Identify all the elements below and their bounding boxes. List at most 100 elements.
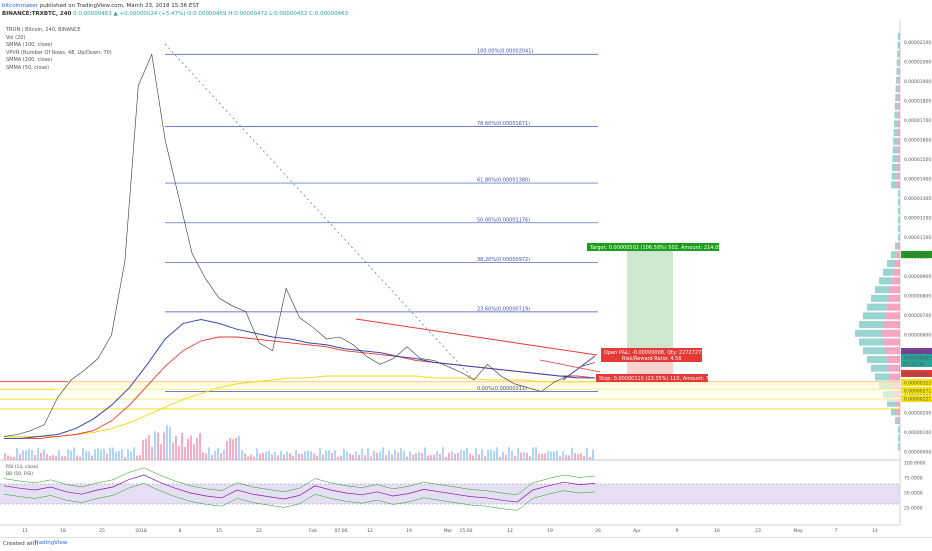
- tradingview-logo[interactable]: TradingView: [34, 540, 68, 546]
- vpvr-bar-up: [898, 434, 900, 442]
- volume-bar: [328, 450, 330, 460]
- fib-level-label: 0.00%(0.00000311): [477, 386, 527, 392]
- vpvr-bar-down: [885, 312, 900, 320]
- target-zone[interactable]: [627, 247, 673, 360]
- volume-bar: [88, 451, 90, 460]
- yellow-zone-lower: [55, 386, 900, 402]
- fib-level-label: 78.60%(0.00001671): [477, 121, 530, 127]
- legend-vol[interactable]: Vol (20): [6, 34, 26, 41]
- time-axis-tick: 19: [547, 528, 553, 534]
- rsi-axis-tick: 100.0000: [904, 461, 926, 467]
- bb-lower-line: [3, 483, 596, 511]
- volume-bar: [403, 450, 405, 460]
- time-axis-tick: 15:00: [460, 528, 473, 534]
- descending-trendline[interactable]: [355, 318, 598, 356]
- price-axis-tick: 0.00000700: [904, 313, 931, 319]
- vpvr-bar-up: [898, 425, 900, 433]
- vpvr-bar-down: [890, 286, 900, 294]
- price-axis-tick: 0.00000200: [904, 411, 931, 417]
- price-tag: 0.00000463: [904, 356, 931, 362]
- vpvr-bar-down: [898, 59, 900, 67]
- footer: Created with TradingView: [0, 537, 932, 551]
- vpvr-bar-down: [896, 155, 900, 163]
- volume-bar: [376, 452, 378, 460]
- vpvr-bar-down: [882, 329, 900, 337]
- chart-svg[interactable]: 100.00%(0.00002041) 78.60%(0.00001671) 61.…: [0, 0, 932, 537]
- legend-vpvr[interactable]: VPVR (Number Of Rows, 48, Up/Down, 70): [6, 49, 112, 56]
- stop-line[interactable]: [539, 359, 601, 373]
- volume-bar: [568, 455, 570, 460]
- volume-bar: [412, 454, 414, 460]
- volume-bar: [451, 451, 453, 460]
- vpvr-bar-down: [883, 321, 900, 329]
- vpvr-bar-up: [891, 408, 897, 416]
- legend-main[interactable]: TRON / Bitcoin, 240, BINANCE: [6, 27, 81, 33]
- vpvr-bar-down: [896, 172, 900, 180]
- stop-label-box[interactable]: [596, 374, 708, 382]
- volume-bar: [256, 448, 258, 460]
- volume-bar: [580, 453, 582, 460]
- volume-bar: [136, 455, 138, 460]
- volume-bar: [298, 454, 300, 460]
- vpvr-bar-down: [899, 425, 900, 433]
- vpvr-bar-down: [899, 225, 900, 233]
- smma200-line[interactable]: [4, 375, 595, 437]
- volume-bar: [487, 450, 489, 460]
- rsi-line[interactable]: [3, 474, 596, 503]
- volume-bar: [406, 456, 408, 460]
- volume-bar: [523, 451, 525, 460]
- volume-bar: [73, 447, 75, 460]
- fib-trend-line[interactable]: [164, 43, 476, 382]
- price-tag: 0.00000322: [904, 381, 931, 387]
- rsi-legend-bb[interactable]: BB (50, RSI): [6, 471, 33, 477]
- time-axis[interactable]: 11 18 25 2018 8 15 22 Feb 07:00 12 19 Mar 15:00 12 19 2…: [22, 528, 878, 534]
- fib-level-label: 61.80%(0.00001380): [477, 178, 530, 184]
- volume-bar: [538, 453, 540, 460]
- volume-bar: [460, 450, 462, 460]
- legend-smma50[interactable]: SMMA (50, close): [6, 64, 50, 71]
- smma50-line[interactable]: [4, 318, 595, 439]
- vpvr-bar-down: [899, 190, 900, 198]
- open-pl-label: Open P&L: -0.00000008, Qty: 22727272: [604, 350, 704, 356]
- price-tag: 0.00000361: [904, 372, 931, 378]
- price-axis-tick: 0.00001700: [904, 118, 931, 124]
- volume-bar: [556, 450, 558, 460]
- volume-bar: [178, 446, 180, 460]
- author-link[interactable]: bitcoinmaker: [2, 3, 38, 9]
- price-tag-box: [901, 370, 932, 377]
- volume-bar: [445, 456, 447, 460]
- volume-bar: [394, 449, 396, 460]
- vpvr-bar-up: [898, 216, 900, 224]
- rsi-legend-rsi[interactable]: RSI (14, close): [6, 464, 39, 470]
- target-label-box[interactable]: [587, 243, 719, 251]
- vpvr-bar-down: [899, 41, 900, 49]
- legend-smma200[interactable]: SMMA (200, close): [6, 57, 53, 63]
- vpvr-bar-down: [899, 207, 900, 215]
- vpvr-bar-down: [888, 294, 900, 302]
- time-axis-tick: 12: [507, 528, 513, 534]
- volume-bar: [208, 447, 210, 460]
- volume-bar: [40, 452, 42, 460]
- open-pl-box[interactable]: [601, 348, 702, 362]
- volume-bar: [361, 448, 363, 460]
- volume-bar: [4, 453, 6, 460]
- volume-bar: [442, 447, 444, 460]
- time-axis-tick: 07:00: [335, 528, 348, 534]
- volume-bar: [439, 454, 441, 460]
- volume-bar: [331, 453, 333, 460]
- vpvr-bar-up: [875, 373, 890, 381]
- volume-bar: [346, 451, 348, 460]
- vpvr-bar-down: [890, 373, 900, 381]
- rsi-axis[interactable]: 100.0000 75.0000 50.0000 25.0000: [904, 461, 926, 512]
- vpvr-bar-up: [894, 102, 898, 110]
- fib-retracement[interactable]: [165, 53, 598, 392]
- volume-bar: [16, 447, 18, 460]
- volume-bar: [130, 451, 132, 460]
- volume-bar: [199, 432, 201, 460]
- stop-zone[interactable]: [627, 360, 673, 376]
- price-series[interactable]: [3, 53, 596, 437]
- volume-bar: [91, 455, 93, 460]
- volume-bar: [286, 451, 288, 460]
- volume-bar: [415, 453, 417, 460]
- legend-smma100[interactable]: SMMA (100, close): [6, 42, 53, 48]
